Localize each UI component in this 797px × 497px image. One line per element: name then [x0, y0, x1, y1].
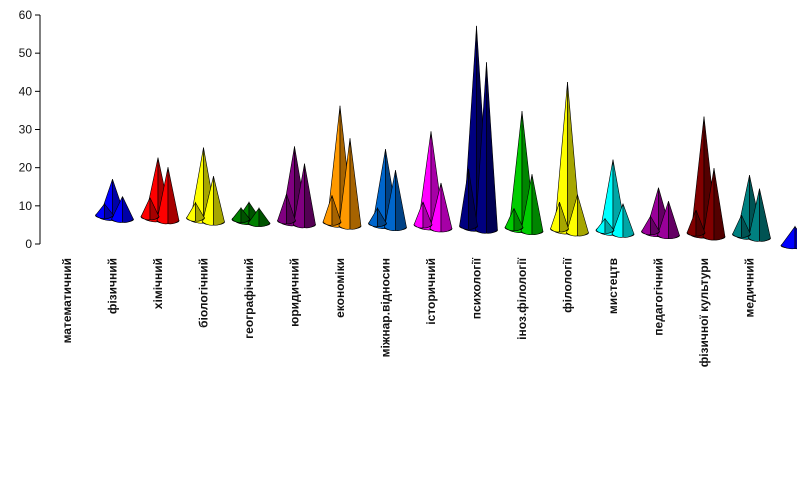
cone-філології-s3	[550, 202, 569, 233]
cone-історичний-s3	[413, 201, 433, 229]
category-label: біологічний	[197, 258, 211, 328]
y-tick-label: 50	[19, 46, 33, 60]
cone-філології-s2	[566, 194, 589, 237]
cone-педагогічний-s3	[641, 215, 660, 236]
cone-медичний-s3	[732, 215, 751, 238]
cone-психології-s3	[459, 168, 478, 230]
category-label: хімічний	[151, 258, 165, 309]
cone-географічний-s3	[231, 207, 251, 223]
category-label: фізичний	[106, 258, 120, 314]
cone-міжнар-відносин-s3	[368, 207, 387, 227]
category-label: фізичної культури	[697, 258, 711, 367]
category-label: юридичний	[288, 258, 302, 327]
cone-юридичний-s3	[277, 193, 296, 225]
category-label: іноз.філології	[515, 257, 529, 340]
cone-фізичної-культури-s2	[702, 168, 726, 241]
category-label: економіки	[333, 258, 347, 318]
cone-географічний-s2	[247, 207, 271, 227]
cone-хімічний-s2	[156, 167, 180, 225]
cone-психології-s2	[475, 62, 498, 234]
category-label: мистецтв	[606, 258, 620, 314]
y-tick-label: 0	[25, 237, 32, 251]
cone-юридичний-s2	[293, 163, 316, 229]
category-label: міжнар.відносин	[379, 258, 393, 357]
cone-історичний-s2	[429, 182, 453, 233]
cone-фізичний-s2	[111, 196, 134, 223]
category-label: педагогічний	[652, 258, 666, 336]
cone-мистецтв-s2	[611, 203, 635, 238]
category-label: філології	[561, 257, 575, 312]
cone-іноз-філології-s2	[520, 174, 544, 235]
category-label: математичний	[60, 258, 74, 343]
cone-економіки-s2	[338, 138, 362, 230]
cone-медичний-s2	[748, 188, 771, 242]
cone-мистецтв-s3	[595, 217, 615, 234]
cone-педагогічний-s2	[657, 201, 680, 240]
cone-extra	[780, 225, 797, 250]
cone-іноз-філології-s3	[504, 208, 524, 231]
y-tick-label: 30	[19, 123, 33, 137]
cone-міжнар-відносин-s2	[384, 170, 407, 231]
y-tick-label: 10	[19, 199, 33, 213]
cone-фізичний-s3	[95, 203, 114, 219]
cone-економіки-s3	[322, 195, 342, 226]
y-tick-label: 60	[19, 8, 33, 22]
y-tick-label: 20	[19, 161, 33, 175]
category-label: історичний	[424, 258, 438, 325]
cone-хімічний-s3	[140, 197, 160, 221]
category-label: психології	[470, 257, 484, 319]
category-label: медичний	[743, 258, 757, 318]
cone-біологічний-s3	[186, 201, 205, 222]
cone-фізичної-культури-s3	[686, 209, 706, 237]
cone-біологічний-s2	[202, 176, 225, 226]
category-label: географічний	[242, 258, 256, 339]
y-tick-label: 40	[19, 84, 33, 98]
